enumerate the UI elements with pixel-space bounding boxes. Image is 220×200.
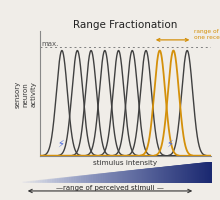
Text: range of
one receptor: range of one receptor [194, 29, 220, 39]
Text: ⚡: ⚡ [167, 138, 173, 148]
Text: ⚡: ⚡ [57, 138, 64, 148]
Title: Range Fractionation: Range Fractionation [73, 20, 178, 30]
Text: max.: max. [41, 40, 59, 46]
Text: —range of perceived stimuli —: —range of perceived stimuli — [56, 184, 164, 190]
Y-axis label: sensory
neuron
activity: sensory neuron activity [15, 80, 37, 108]
X-axis label: stimulus intensity: stimulus intensity [93, 159, 158, 165]
